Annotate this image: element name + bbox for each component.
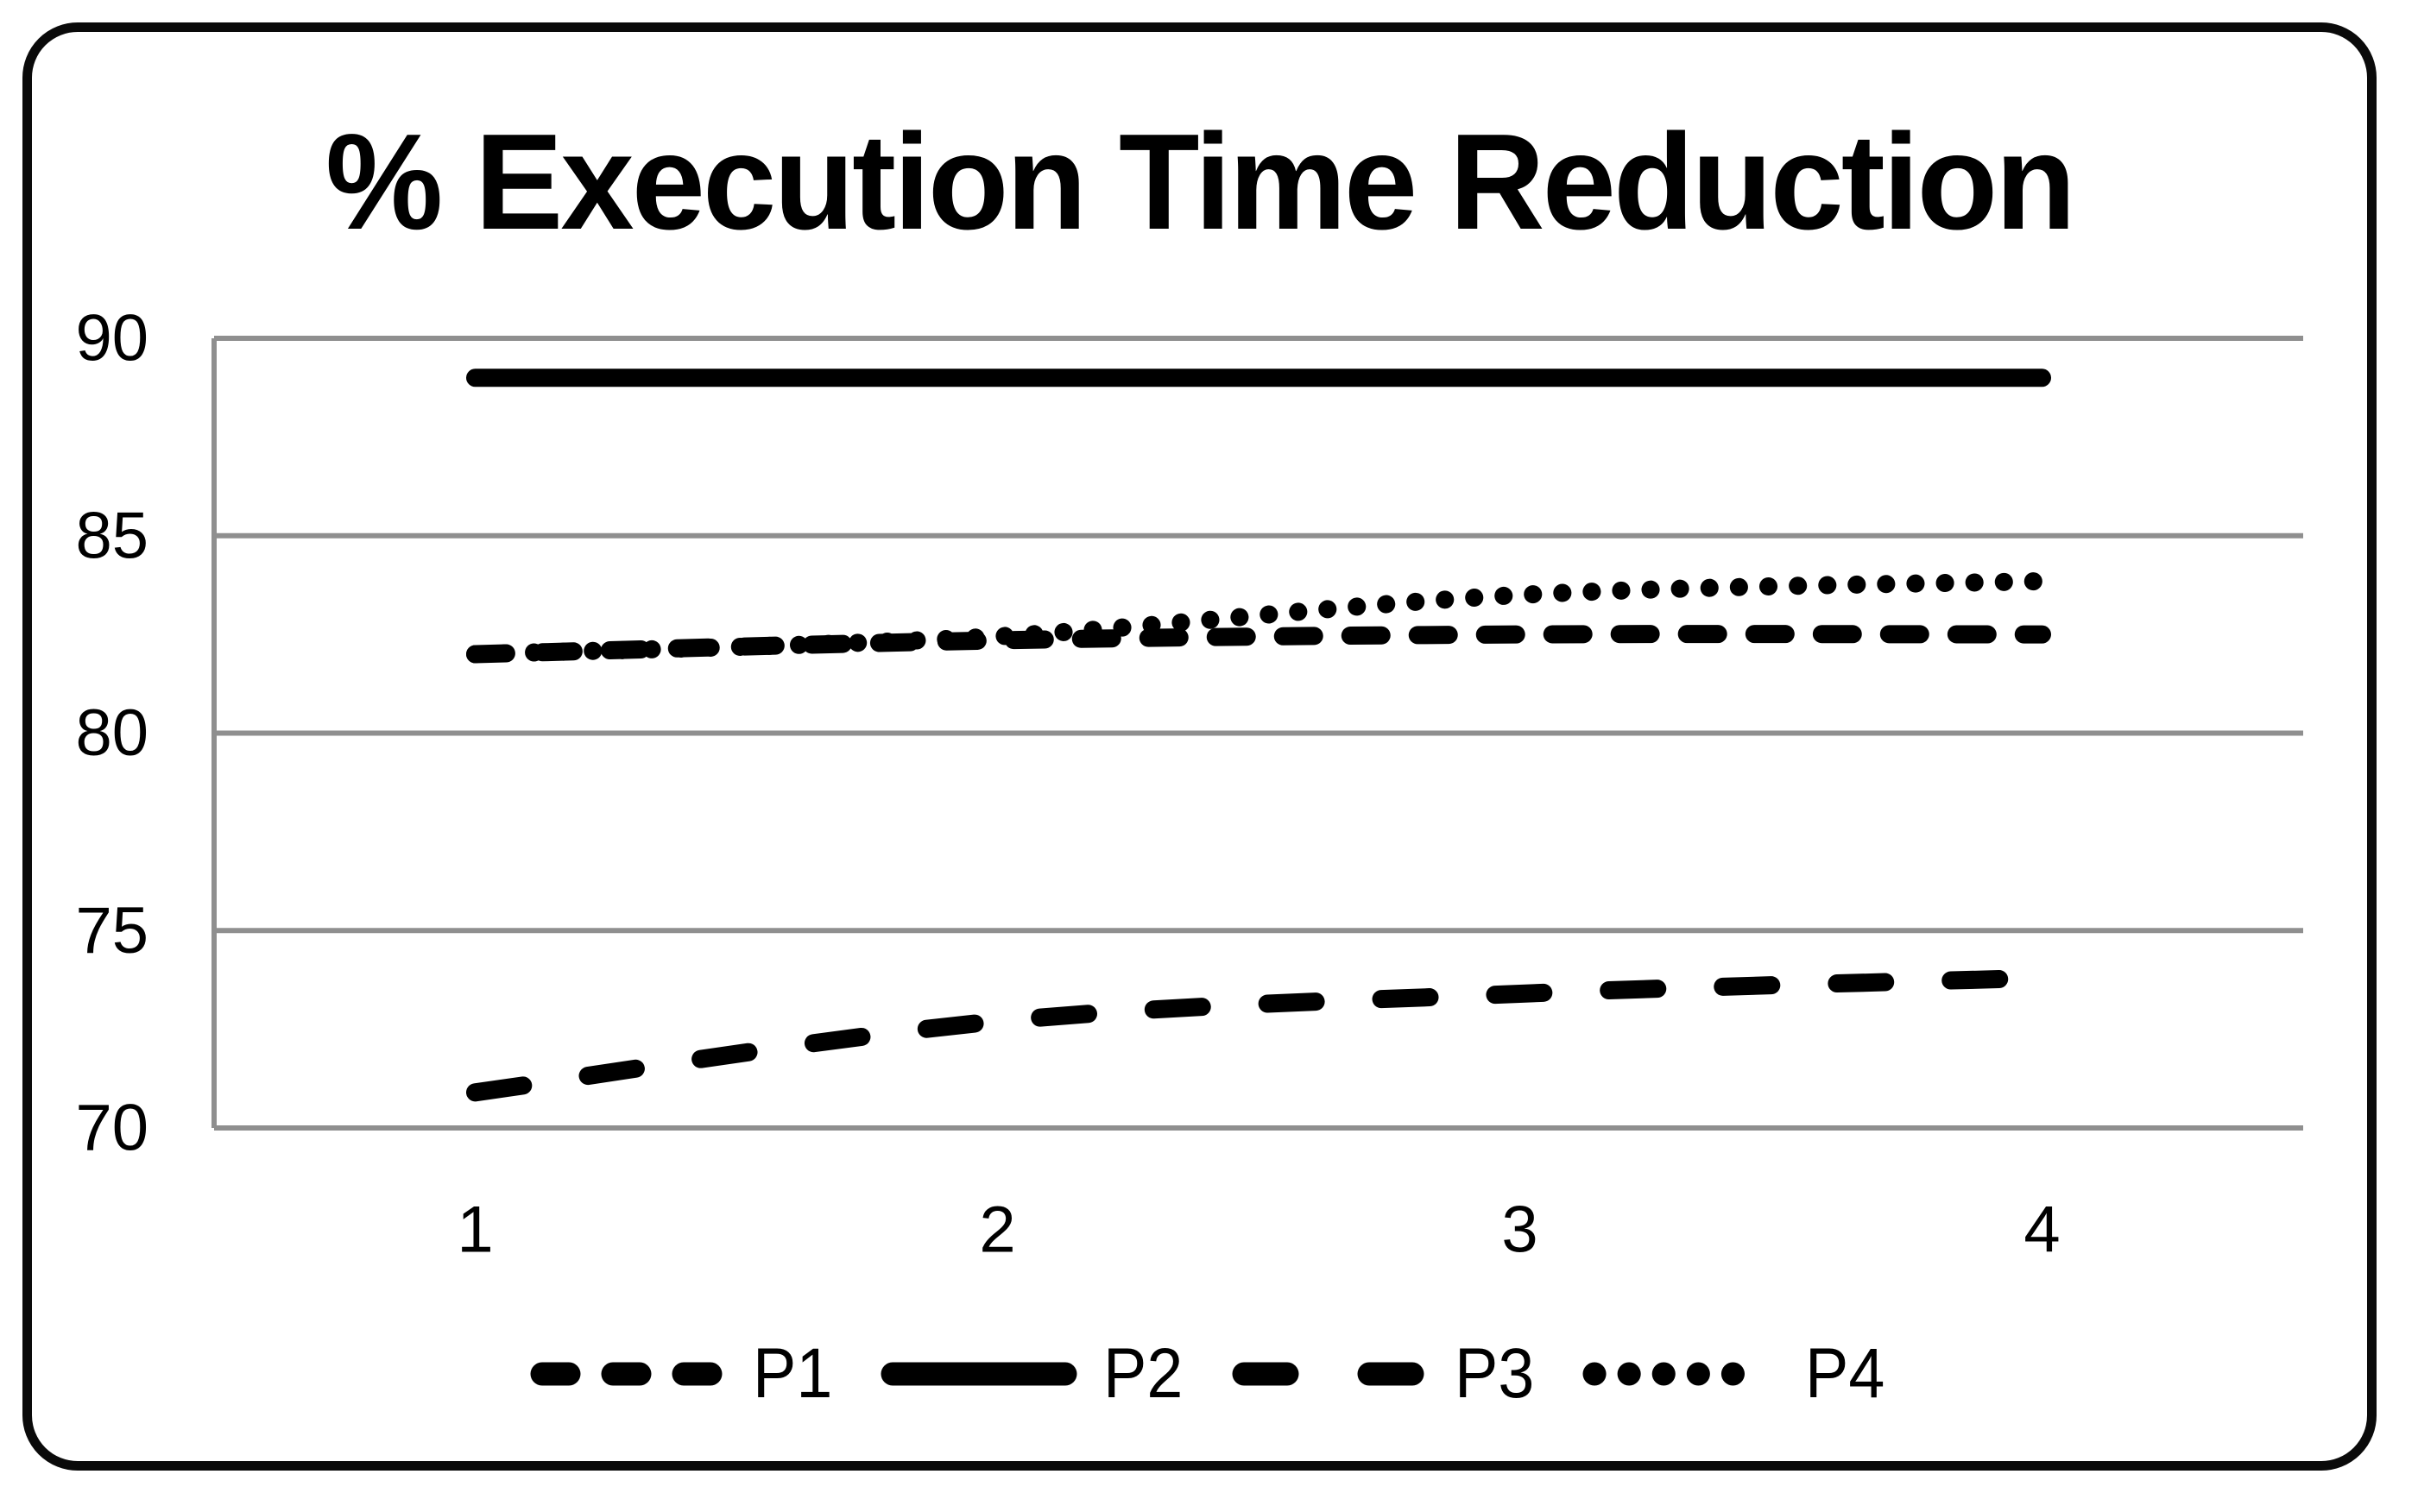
y-tick-label-70: 70 xyxy=(75,1092,148,1165)
x-tick-label-2: 2 xyxy=(979,1194,1015,1267)
legend-label-P3: P3 xyxy=(1454,1334,1534,1413)
legend-sample-long-dash-icon xyxy=(1232,1362,1428,1386)
legend-sample-dot-icon xyxy=(1582,1362,1779,1386)
legend-sample-solid-icon xyxy=(881,1362,1077,1386)
legend-entry-P3: P3 xyxy=(1232,1333,1537,1414)
x-tick-label-3: 3 xyxy=(1501,1194,1537,1267)
legend-entry-P4: P4 xyxy=(1582,1333,1888,1414)
series-line-P4 xyxy=(466,571,2051,664)
legend-entry-P2: P2 xyxy=(881,1333,1186,1414)
y-tick-label-90: 90 xyxy=(75,302,148,375)
chart-title: % Execution Time Reduction xyxy=(325,106,2076,258)
series-line-P3 xyxy=(466,968,2051,1102)
chart-card: % Execution Time Reduction xyxy=(22,22,2377,1471)
y-tick-label-85: 85 xyxy=(75,499,148,572)
legend-sample-dash-icon xyxy=(530,1362,727,1386)
x-tick-label-1: 1 xyxy=(457,1194,493,1267)
legend-label-P4: P4 xyxy=(1804,1334,1885,1413)
x-tick-label-4: 4 xyxy=(2023,1194,2060,1267)
legend-label-P2: P2 xyxy=(1103,1334,1184,1413)
legend: P1 P2 P3 P4 xyxy=(0,1333,2418,1414)
legend-label-P1: P1 xyxy=(752,1334,833,1413)
y-tick-label-80: 80 xyxy=(75,696,148,770)
y-tick-label-75: 75 xyxy=(75,894,148,967)
legend-entry-P1: P1 xyxy=(530,1333,836,1414)
